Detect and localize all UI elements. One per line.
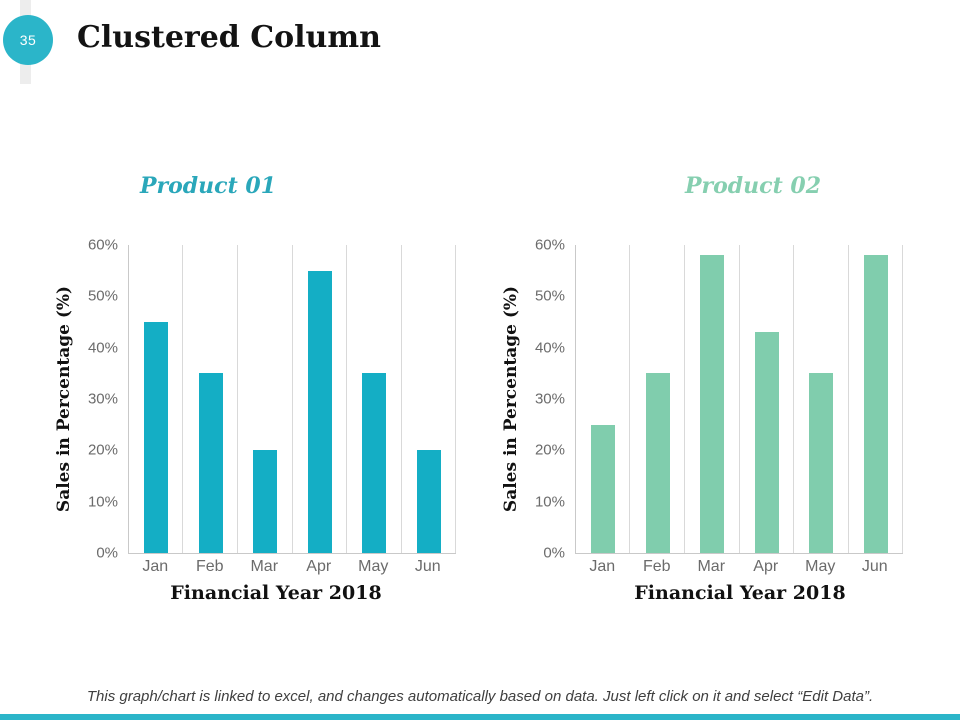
page-title: Clustered Column (77, 20, 381, 55)
y-tick-label: 20% (87, 441, 118, 459)
y-axis-ticks: 0% 10% 20% 30% 40% 50% 60% (447, 237, 565, 562)
plot-area[interactable] (128, 245, 456, 554)
gridline (683, 245, 685, 553)
edit-data-caption: This graph/chart is linked to excel, and… (86, 688, 874, 705)
y-tick-label: 60% (87, 236, 118, 254)
bar-feb[interactable] (198, 373, 223, 553)
chart-title: Product 01 (139, 173, 277, 199)
y-tick-label: 20% (534, 441, 565, 459)
x-tick-label: Jun (414, 558, 441, 575)
x-axis-title: Financial Year 2018 (170, 582, 382, 604)
x-axis-ticks: Jan Feb Mar Apr May Jun (575, 558, 902, 578)
x-tick-label: Jan (589, 558, 616, 575)
gridline (345, 245, 347, 553)
gridline (291, 245, 293, 553)
bar-jun[interactable] (863, 255, 888, 553)
y-tick-label: 10% (87, 493, 118, 511)
y-tick-label: 30% (534, 390, 565, 408)
x-tick-label: May (805, 558, 836, 575)
bar-jan[interactable] (591, 424, 616, 553)
bar-may[interactable] (809, 373, 834, 553)
bar-apr[interactable] (307, 270, 332, 553)
gridline (629, 245, 631, 553)
gridline (902, 245, 903, 553)
y-tick-label: 30% (87, 390, 118, 408)
bar-jun[interactable] (416, 450, 441, 553)
chart-product-02[interactable]: Product 02 Sales in Percentage (%) 0% 10%… (447, 168, 917, 618)
slide-number: 35 (19, 32, 37, 48)
y-tick-label: 40% (87, 339, 118, 357)
y-axis-ticks: 0% 10% 20% 30% 40% 50% 60% (0, 237, 118, 562)
bar-mar[interactable] (253, 450, 278, 553)
x-axis-ticks: Jan Feb Mar Apr May Jun (128, 558, 455, 578)
gridline (182, 245, 184, 553)
x-tick-label: May (358, 558, 389, 575)
y-tick-label: 50% (534, 287, 565, 305)
bar-apr[interactable] (754, 332, 779, 553)
y-tick-label: 10% (534, 493, 565, 511)
y-tick-label: 60% (534, 236, 565, 254)
x-tick-label: Apr (306, 558, 332, 575)
gridline (400, 245, 402, 553)
x-tick-label: Mar (697, 558, 726, 575)
y-tick-label: 0% (96, 544, 118, 562)
bar-may[interactable] (362, 373, 387, 553)
chart-product-01[interactable]: Product 01 Sales in Percentage (%) 0% 10%… (0, 168, 470, 618)
x-tick-label: Mar (250, 558, 279, 575)
gridline (738, 245, 740, 553)
slide-number-badge: 35 (3, 15, 53, 65)
bar-jan[interactable] (144, 322, 169, 553)
gridline (455, 245, 456, 553)
chart-title: Product 02 (684, 173, 822, 199)
x-tick-label: Feb (642, 558, 671, 575)
x-tick-label: Jan (142, 558, 169, 575)
x-tick-label: Apr (753, 558, 779, 575)
bar-mar[interactable] (700, 255, 725, 553)
gridline (236, 245, 238, 553)
plot-area[interactable] (575, 245, 903, 554)
x-tick-label: Feb (195, 558, 224, 575)
gridline (792, 245, 794, 553)
x-axis-title: Financial Year 2018 (634, 582, 846, 604)
y-tick-label: 0% (543, 544, 565, 562)
bar-feb[interactable] (645, 373, 670, 553)
x-tick-label: Jun (861, 558, 888, 575)
footer-accent-bar (0, 714, 960, 720)
y-tick-label: 40% (534, 339, 565, 357)
gridline (847, 245, 849, 553)
y-tick-label: 50% (87, 287, 118, 305)
